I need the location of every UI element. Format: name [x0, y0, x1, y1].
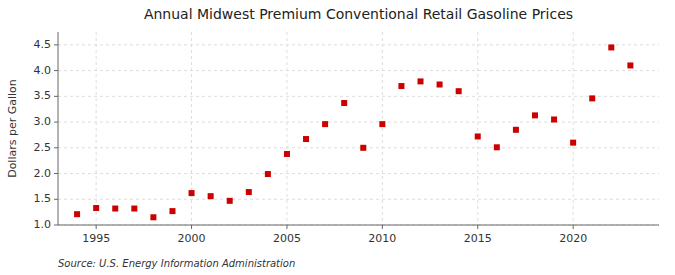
- y-axis-label: Dollars per Gallon: [6, 79, 19, 178]
- point: [341, 100, 347, 106]
- point: [475, 133, 481, 139]
- point: [208, 193, 214, 199]
- y-tick: [54, 44, 58, 45]
- point: [379, 121, 385, 127]
- chart: 1.0 1.5 2.0 2.5 3.0 3.5 4.0 4.5 1995 2000 2005 2010…: [0, 0, 675, 275]
- y-grid-line: [58, 44, 659, 45]
- x-tick-label: 2015: [464, 232, 492, 245]
- x-tick-label: 2020: [559, 232, 587, 245]
- y-tick-label: 4.0: [34, 64, 52, 77]
- point: [246, 189, 252, 195]
- title: Annual Midwest Premium Conventional Reta…: [144, 6, 573, 22]
- x-grid-line: [96, 32, 97, 225]
- source-annotation: Source: U.S. Energy Information Administ…: [58, 258, 295, 269]
- y-grid-line: [58, 199, 659, 200]
- y-grid-line: [58, 96, 659, 97]
- x-grid-line: [382, 32, 383, 225]
- point: [169, 208, 175, 214]
- x-tick: [191, 225, 192, 229]
- grid: [58, 32, 659, 225]
- y-tick-label: 2.5: [34, 141, 52, 154]
- y-tick: [54, 147, 58, 148]
- y-tick: [54, 173, 58, 174]
- x-tick: [573, 225, 574, 229]
- point: [74, 211, 80, 217]
- y-tick: [54, 122, 58, 123]
- y-grid-line: [58, 173, 659, 174]
- point: [360, 145, 366, 151]
- point: [532, 112, 538, 118]
- y-tick-label: 4.5: [34, 38, 52, 51]
- x-grid-line: [286, 32, 287, 225]
- y-tick: [54, 96, 58, 97]
- point: [93, 205, 99, 211]
- point: [131, 206, 137, 212]
- y-grid-line: [58, 147, 659, 148]
- y-tick-label: 1.0: [34, 218, 52, 231]
- point: [627, 62, 633, 68]
- y-tick-label: 2.0: [34, 167, 52, 180]
- y-tick: [54, 70, 58, 71]
- point: [437, 81, 443, 87]
- x-grid-line: [573, 32, 574, 225]
- y-tick: [54, 199, 58, 200]
- x-grid-line: [477, 32, 478, 225]
- y-tick-label: 1.5: [34, 192, 52, 205]
- y-tick: [54, 225, 58, 226]
- x-tick: [286, 225, 287, 229]
- point: [112, 206, 118, 212]
- point: [570, 140, 576, 146]
- point: [494, 144, 500, 150]
- point: [418, 78, 424, 84]
- point: [265, 171, 271, 177]
- ticks: 1.0 1.5 2.0 2.5 3.0 3.5 4.0 4.5 1995 2000 2005 2010…: [34, 38, 588, 245]
- x-tick-label: 2005: [273, 232, 301, 245]
- x-tick-label: 1995: [82, 232, 110, 245]
- x-tick: [96, 225, 97, 229]
- point: [589, 95, 595, 101]
- point: [551, 116, 557, 122]
- x-axis-line: [58, 225, 659, 226]
- y-grid-line: [58, 70, 659, 71]
- x-tick: [382, 225, 383, 229]
- point: [456, 88, 462, 94]
- y-tick-label: 3.5: [34, 89, 52, 102]
- y-axis-line: [58, 32, 59, 225]
- point: [284, 151, 290, 157]
- point: [608, 44, 614, 50]
- x-tick: [477, 225, 478, 229]
- point: [513, 127, 519, 133]
- x-tick-label: 2010: [368, 232, 396, 245]
- point: [303, 136, 309, 142]
- point: [322, 121, 328, 127]
- y-grid-line: [58, 122, 659, 123]
- point: [189, 190, 195, 196]
- y-grid-line: [58, 225, 659, 226]
- point: [150, 214, 156, 220]
- y-tick-label: 3.0: [34, 115, 52, 128]
- point: [398, 83, 404, 89]
- x-tick-label: 2000: [178, 232, 206, 245]
- points: [74, 44, 633, 220]
- point: [227, 198, 233, 204]
